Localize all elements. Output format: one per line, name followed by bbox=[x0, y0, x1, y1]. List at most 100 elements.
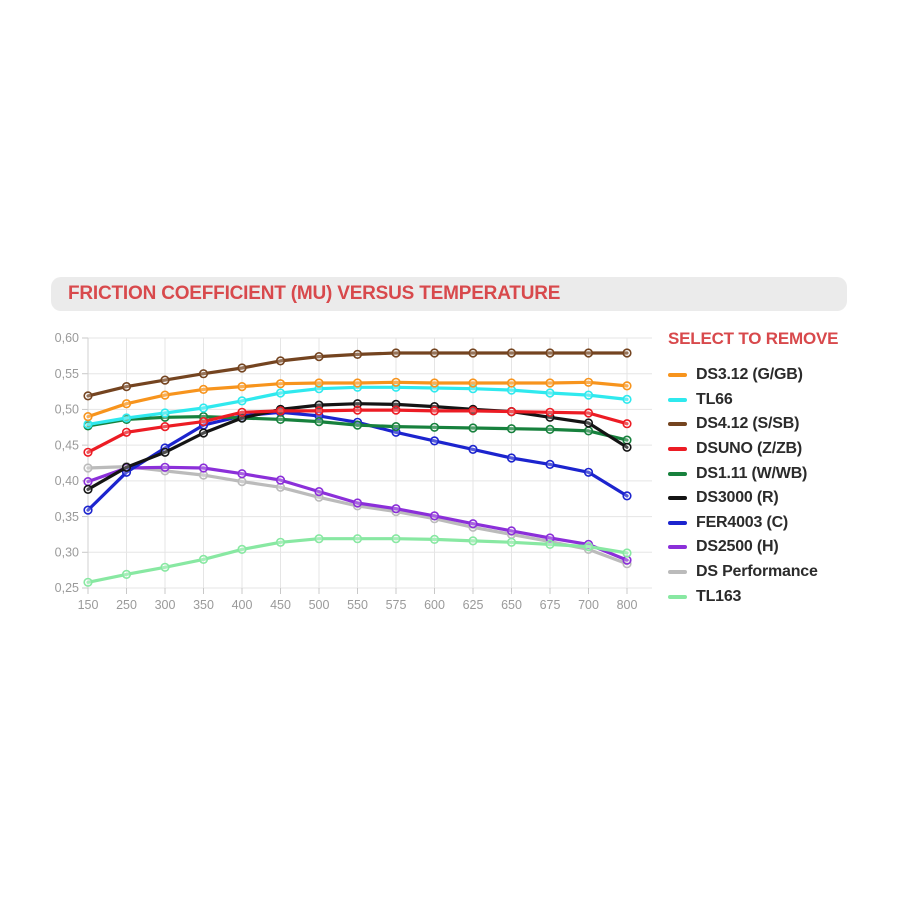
legend-color-dash-icon bbox=[668, 471, 687, 476]
marker-ds412 bbox=[198, 369, 209, 379]
marker-tl66 bbox=[545, 388, 555, 398]
marker-ds3000 bbox=[352, 399, 363, 409]
marker-ds412 bbox=[314, 352, 324, 362]
marker-tl163 bbox=[622, 548, 632, 558]
x-tick-label: 600 bbox=[424, 598, 445, 612]
legend-item-ds111[interactable]: DS1.11 (W/WB) bbox=[668, 461, 893, 486]
marker-ds312 bbox=[121, 399, 132, 409]
marker-tl163 bbox=[352, 534, 363, 544]
marker-ds312 bbox=[160, 390, 170, 400]
page-title: FRICTION COEFFICIENT (MU) VERSUS TEMPERA… bbox=[68, 283, 561, 304]
marker-ds2500 bbox=[83, 477, 93, 487]
legend-color-dash-icon bbox=[668, 570, 687, 575]
marker-dsuno bbox=[314, 406, 324, 416]
marker-ds3000 bbox=[583, 418, 594, 428]
marker-ds2500 bbox=[275, 475, 286, 485]
y-tick-label: 0,30 bbox=[55, 545, 79, 559]
marker-ds412 bbox=[429, 348, 440, 358]
marker-ds2500 bbox=[545, 533, 555, 543]
legend-color-dash-icon bbox=[668, 520, 687, 525]
legend-color-dash-icon bbox=[668, 545, 687, 550]
marker-fer4003 bbox=[83, 505, 93, 515]
marker-tl163 bbox=[275, 537, 286, 547]
marker-ds111 bbox=[545, 424, 555, 435]
marker-ds2500 bbox=[391, 504, 401, 514]
marker-dsuno bbox=[468, 406, 478, 416]
x-tick-label: 150 bbox=[78, 598, 99, 612]
y-tick-label: 0,45 bbox=[55, 438, 79, 452]
line-ds2500 bbox=[86, 465, 629, 562]
legend-header: SELECT TO REMOVE bbox=[668, 329, 839, 348]
marker-dsuno bbox=[429, 406, 440, 416]
marker-dsuno bbox=[121, 427, 132, 437]
marker-ds111 bbox=[391, 422, 401, 432]
marker-tl163 bbox=[506, 537, 517, 547]
marker-tl163 bbox=[545, 539, 555, 550]
marker-ds412 bbox=[121, 382, 132, 392]
marker-ds312 bbox=[352, 378, 363, 388]
marker-ds412 bbox=[160, 375, 170, 385]
y-tick-label: 0,35 bbox=[55, 510, 79, 524]
marker-ds412 bbox=[506, 348, 517, 358]
marker-tl163 bbox=[429, 534, 440, 545]
marker-ds-performance bbox=[237, 477, 247, 487]
marker-ds2500 bbox=[314, 487, 324, 497]
marker-fer4003 bbox=[545, 459, 555, 470]
legend-item-ds312[interactable]: DS3.12 (G/GB) bbox=[668, 363, 893, 388]
legend-items: DS3.12 (G/GB) TL66 DS4.12 (S/SB) DSUNO (Z/Z… bbox=[668, 363, 893, 609]
marker-tl163 bbox=[391, 534, 401, 544]
marker-ds2500 bbox=[506, 526, 517, 536]
legend-color-dash-icon bbox=[668, 447, 687, 452]
marker-dsuno bbox=[275, 406, 286, 416]
legend-color-dash-icon bbox=[668, 373, 687, 378]
marker-tl66 bbox=[583, 390, 594, 400]
marker-tl66 bbox=[622, 394, 632, 405]
marker-tl66 bbox=[121, 413, 132, 423]
legend-color-dash-icon bbox=[668, 422, 687, 427]
marker-ds312 bbox=[83, 412, 93, 422]
legend-item-tl163[interactable]: TL163 bbox=[668, 584, 893, 609]
marker-ds111 bbox=[468, 423, 478, 433]
marker-dsuno bbox=[83, 447, 93, 457]
marker-ds312 bbox=[237, 382, 247, 392]
marker-tl66 bbox=[83, 419, 93, 430]
marker-ds412 bbox=[237, 363, 247, 373]
marker-ds312 bbox=[583, 377, 594, 387]
legend-item-label: FER4003 (C) bbox=[696, 513, 789, 531]
marker-ds312 bbox=[506, 378, 517, 388]
marker-dsuno bbox=[506, 407, 517, 417]
legend-item-label: DS3.12 (G/GB) bbox=[696, 366, 803, 384]
marker-ds2500 bbox=[237, 469, 247, 479]
legend-item-ds2500[interactable]: DS2500 (H) bbox=[668, 535, 893, 560]
marker-tl66 bbox=[198, 403, 209, 413]
x-tick-label: 625 bbox=[463, 598, 484, 612]
marker-ds111 bbox=[429, 422, 440, 432]
marker-ds2500 bbox=[198, 463, 209, 473]
marker-fer4003 bbox=[622, 491, 632, 501]
marker-ds312 bbox=[429, 378, 440, 388]
legend-item-label: DS4.12 (S/SB) bbox=[696, 415, 800, 433]
marker-dsuno bbox=[160, 422, 170, 432]
x-tick-label: 400 bbox=[232, 598, 253, 612]
legend-item-ds3000[interactable]: DS3000 (R) bbox=[668, 486, 893, 511]
legend-item-label: DS2500 (H) bbox=[696, 538, 779, 556]
marker-dsuno bbox=[237, 407, 247, 417]
legend-item-dsuno[interactable]: DSUNO (Z/ZB) bbox=[668, 437, 893, 462]
line-dsuno bbox=[86, 408, 629, 454]
legend-item-tl66[interactable]: TL66 bbox=[668, 388, 893, 413]
marker-ds312 bbox=[391, 377, 401, 387]
legend-item-fer4003[interactable]: FER4003 (C) bbox=[668, 511, 893, 536]
marker-tl163 bbox=[583, 541, 594, 552]
marker-ds412 bbox=[622, 348, 632, 358]
legend-item-label: DS3000 (R) bbox=[696, 489, 779, 507]
title-bar: FRICTION COEFFICIENT (MU) VERSUS TEMPERA… bbox=[51, 277, 847, 311]
x-tick-label: 650 bbox=[501, 598, 522, 612]
marker-ds111 bbox=[352, 420, 363, 430]
legend-item-ds-performance[interactable]: DS Performance bbox=[668, 560, 893, 585]
legend-item-label: DSUNO (Z/ZB) bbox=[696, 440, 803, 458]
x-tick-label: 800 bbox=[617, 598, 638, 612]
marker-fer4003 bbox=[468, 444, 478, 455]
marker-ds111 bbox=[506, 424, 517, 434]
legend-item-ds412[interactable]: DS4.12 (S/SB) bbox=[668, 412, 893, 437]
